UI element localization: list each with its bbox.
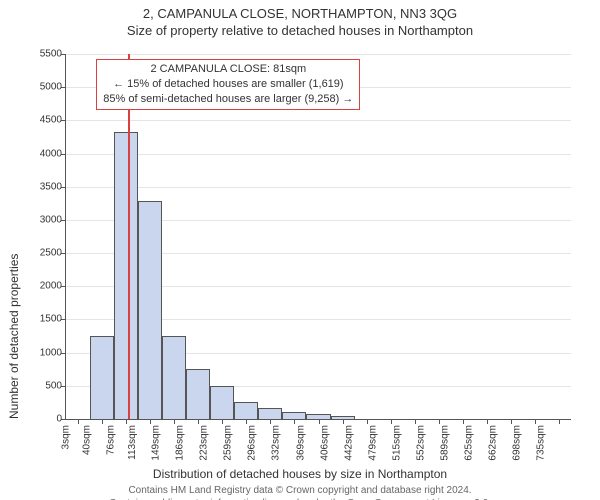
x-tick-label: 589sqm xyxy=(439,425,450,461)
gridline-h xyxy=(66,54,571,55)
y-tick-label: 4000 xyxy=(40,148,62,159)
x-tick-mark xyxy=(391,419,392,424)
x-tick-label: 332sqm xyxy=(271,425,282,461)
y-tick-label: 3500 xyxy=(40,181,62,192)
y-tick-label: 5000 xyxy=(40,82,62,93)
histogram-bar xyxy=(258,408,282,419)
y-tick-label: 3000 xyxy=(40,214,62,225)
histogram-bar xyxy=(210,386,234,419)
gridline-h xyxy=(66,187,571,188)
x-tick-label: 296sqm xyxy=(247,425,258,461)
histogram-bar xyxy=(282,412,306,419)
histogram-bar xyxy=(186,369,210,419)
x-tick-mark xyxy=(439,419,440,424)
x-tick-label: 3sqm xyxy=(60,425,71,449)
y-tick-label: 1500 xyxy=(40,314,62,325)
chart-title-line2: Size of property relative to detached ho… xyxy=(0,23,600,40)
x-tick-label: 515sqm xyxy=(391,425,402,461)
x-tick-mark xyxy=(270,419,271,424)
x-tick-label: 698sqm xyxy=(512,425,523,461)
x-tick-label: 662sqm xyxy=(488,425,499,461)
gridline-h xyxy=(66,120,571,121)
footnote: Contains HM Land Registry data © Crown c… xyxy=(0,485,600,500)
x-tick-mark xyxy=(511,419,512,424)
x-tick-mark xyxy=(535,419,536,424)
y-tick-label: 4500 xyxy=(40,115,62,126)
x-tick-label: 113sqm xyxy=(127,425,138,460)
x-tick-label: 369sqm xyxy=(295,425,306,461)
annotation-line-3: 85% of semi-detached houses are larger (… xyxy=(103,92,353,107)
histogram-bar xyxy=(114,132,138,419)
x-tick-label: 442sqm xyxy=(343,425,354,461)
y-axis-label: Number of detached properties xyxy=(7,254,21,419)
x-tick-mark xyxy=(343,419,344,424)
x-tick-mark xyxy=(367,419,368,424)
y-tick-label: 5500 xyxy=(40,49,62,60)
chart-title-line1: 2, CAMPANULA CLOSE, NORTHAMPTON, NN3 3QG xyxy=(0,6,600,23)
histogram-bar xyxy=(138,201,162,419)
y-tick-label: 1000 xyxy=(40,347,62,358)
x-tick-label: 186sqm xyxy=(175,425,186,461)
footnote-line-1: Contains HM Land Registry data © Crown c… xyxy=(0,485,600,498)
x-tick-mark xyxy=(415,419,416,424)
y-tick-label: 0 xyxy=(56,414,62,425)
x-tick-label: 552sqm xyxy=(415,425,426,461)
x-tick-mark xyxy=(463,419,464,424)
x-tick-label: 76sqm xyxy=(106,425,117,455)
histogram-bar xyxy=(234,402,258,419)
y-tick-label: 2500 xyxy=(40,248,62,259)
x-tick-mark xyxy=(222,419,223,424)
plot-area: 2 CAMPANULA CLOSE: 81sqm ← 15% of detach… xyxy=(65,54,571,420)
x-tick-mark xyxy=(174,419,175,424)
y-tick-label: 500 xyxy=(45,380,62,391)
gridline-h xyxy=(66,154,571,155)
x-tick-label: 406sqm xyxy=(319,425,330,461)
x-tick-mark xyxy=(246,419,247,424)
annotation-line-2: ← 15% of detached houses are smaller (1,… xyxy=(103,77,353,92)
x-tick-label: 149sqm xyxy=(151,425,162,461)
annotation-line-1: 2 CAMPANULA CLOSE: 81sqm xyxy=(103,62,353,77)
annotation-box: 2 CAMPANULA CLOSE: 81sqm ← 15% of detach… xyxy=(96,59,360,110)
x-tick-mark xyxy=(487,419,488,424)
x-tick-mark xyxy=(559,419,560,424)
x-axis-label: Distribution of detached houses by size … xyxy=(0,467,600,481)
histogram-bar xyxy=(90,336,114,419)
y-tick-label: 2000 xyxy=(40,281,62,292)
x-tick-mark xyxy=(78,419,79,424)
x-tick-label: 259sqm xyxy=(223,425,234,461)
x-tick-mark xyxy=(126,419,127,424)
x-tick-mark xyxy=(150,419,151,424)
x-tick-label: 479sqm xyxy=(367,425,378,461)
chart-container: 2, CAMPANULA CLOSE, NORTHAMPTON, NN3 3QG… xyxy=(0,6,600,500)
histogram-bar xyxy=(162,336,186,419)
x-tick-label: 223sqm xyxy=(199,425,210,461)
x-tick-mark xyxy=(294,419,295,424)
x-tick-mark xyxy=(198,419,199,424)
x-tick-label: 40sqm xyxy=(82,425,93,455)
x-tick-label: 735sqm xyxy=(536,425,547,461)
x-tick-mark xyxy=(319,419,320,424)
x-tick-label: 625sqm xyxy=(464,425,475,461)
x-tick-mark xyxy=(102,419,103,424)
